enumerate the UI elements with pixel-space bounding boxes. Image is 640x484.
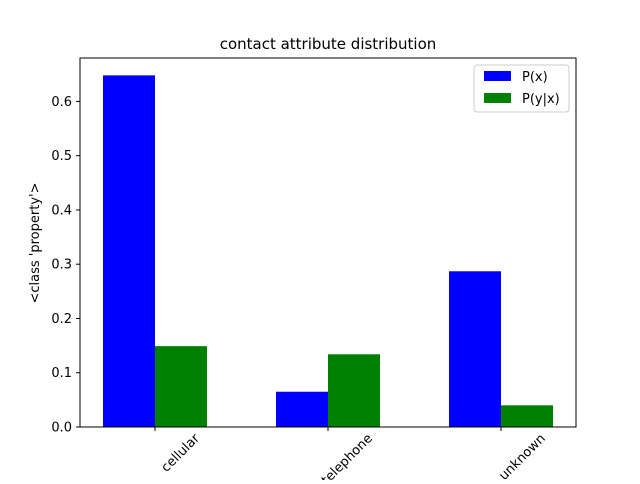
y-tick-label: 0.0 (51, 421, 72, 436)
y-tick-label: 0.2 (51, 312, 72, 327)
bar-pyx-unknown (501, 405, 553, 427)
legend-label: P(y|x) (522, 92, 560, 107)
y-tick-label: 0.4 (51, 203, 72, 218)
bar-px-unknown (449, 271, 501, 427)
bar-pyx-telephone (328, 354, 380, 427)
legend-swatch (484, 93, 511, 103)
y-tick-label: 0.1 (51, 366, 72, 381)
bar-px-cellular (103, 75, 155, 427)
y-tick-label: 0.5 (51, 149, 72, 164)
y-tick-label: 0.3 (51, 258, 72, 273)
legend-swatch (484, 71, 511, 81)
legend-label: P(x) (522, 70, 548, 85)
chart-title: contact attribute distribution (220, 35, 437, 53)
y-tick-label: 0.6 (51, 95, 72, 110)
bar-px-telephone (276, 391, 328, 427)
bar-pyx-cellular (155, 346, 207, 427)
y-axis-label: <class 'property'> (28, 183, 43, 304)
